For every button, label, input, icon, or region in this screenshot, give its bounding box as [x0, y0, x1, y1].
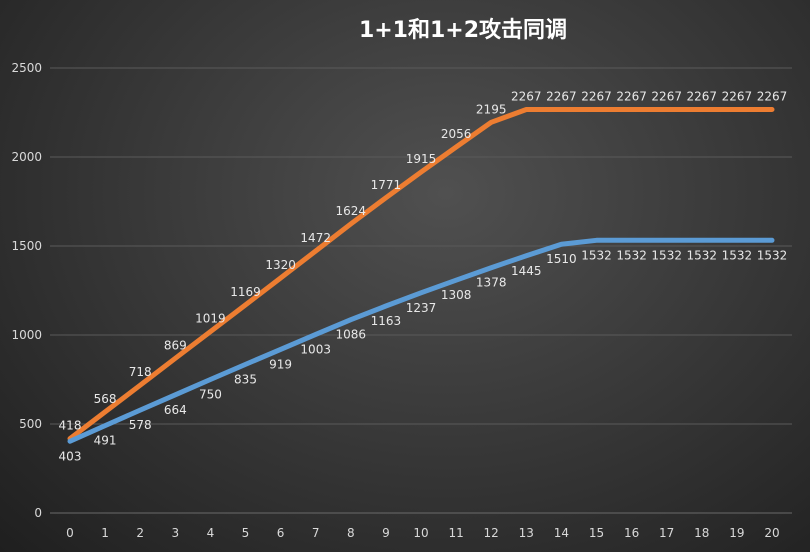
x-tick-label: 14: [554, 526, 569, 540]
series-line-orange: [67, 106, 775, 442]
data-label: 1320: [265, 258, 296, 272]
data-label: 1915: [406, 152, 437, 166]
data-label: 1003: [300, 342, 331, 356]
data-label: 919: [269, 357, 292, 371]
data-label: 2267: [616, 89, 647, 103]
data-label: 750: [199, 388, 222, 402]
x-tick-label: 9: [382, 526, 390, 540]
x-tick-label: 6: [277, 526, 285, 540]
data-label: 2056: [441, 127, 472, 141]
x-tick-label: 19: [729, 526, 744, 540]
data-label: 1532: [757, 248, 788, 262]
data-label: 1019: [195, 312, 226, 326]
data-label: 1237: [406, 301, 437, 315]
x-tick-label: 8: [347, 526, 355, 540]
data-label: 1163: [371, 314, 402, 328]
x-tick-label: 3: [171, 526, 179, 540]
data-label: 491: [94, 434, 117, 448]
chart-title: 1+1和1+2攻击同调: [359, 17, 567, 43]
data-label: 1308: [441, 288, 472, 302]
data-label: 1532: [651, 248, 682, 262]
x-tick-label: 0: [66, 526, 74, 540]
x-tick-label: 11: [448, 526, 463, 540]
y-tick-label: 2000: [11, 150, 42, 164]
data-label: 1624: [336, 204, 367, 218]
x-tick-label: 18: [694, 526, 709, 540]
x-tick-label: 13: [519, 526, 534, 540]
data-label: 418: [59, 419, 82, 433]
x-tick-label: 20: [764, 526, 779, 540]
x-tick-label: 1: [101, 526, 109, 540]
data-label: 1532: [616, 248, 647, 262]
data-label: 2267: [757, 89, 788, 103]
x-tick-label: 16: [624, 526, 639, 540]
data-label: 2267: [687, 89, 718, 103]
data-label: 568: [94, 392, 117, 406]
data-label: 2267: [581, 89, 612, 103]
data-label: 1532: [581, 248, 612, 262]
data-label: 2195: [476, 102, 507, 116]
data-label: 1532: [687, 248, 718, 262]
data-label: 664: [164, 403, 187, 417]
x-tick-label: 7: [312, 526, 320, 540]
x-tick-label: 15: [589, 526, 604, 540]
data-label: 1445: [511, 264, 542, 278]
data-label: 869: [164, 338, 187, 352]
x-tick-label: 17: [659, 526, 674, 540]
data-label: 2267: [722, 89, 753, 103]
data-label: 403: [59, 449, 82, 463]
y-tick-label: 500: [19, 417, 42, 431]
data-label: 718: [129, 365, 152, 379]
data-label: 1510: [546, 252, 577, 266]
data-label: 1771: [371, 178, 402, 192]
y-tick-label: 1500: [11, 239, 42, 253]
data-label: 1086: [336, 328, 367, 342]
data-label: 2267: [511, 89, 542, 103]
x-tick-label: 5: [242, 526, 250, 540]
data-label: 1169: [230, 285, 261, 299]
y-tick-label: 1000: [11, 328, 42, 342]
data-label: 1378: [476, 276, 507, 290]
data-label: 1532: [722, 248, 753, 262]
data-label: 578: [129, 418, 152, 432]
x-tick-label: 10: [413, 526, 428, 540]
x-tick-label: 2: [136, 526, 144, 540]
data-label: 835: [234, 372, 257, 386]
data-label: 2267: [546, 89, 577, 103]
x-tick-label: 4: [207, 526, 215, 540]
y-tick-label: 0: [34, 506, 42, 520]
data-label: 1472: [300, 231, 331, 245]
series-line-blue: [67, 237, 775, 444]
data-label: 2267: [651, 89, 682, 103]
y-tick-label: 2500: [11, 61, 42, 75]
x-tick-label: 12: [484, 526, 499, 540]
